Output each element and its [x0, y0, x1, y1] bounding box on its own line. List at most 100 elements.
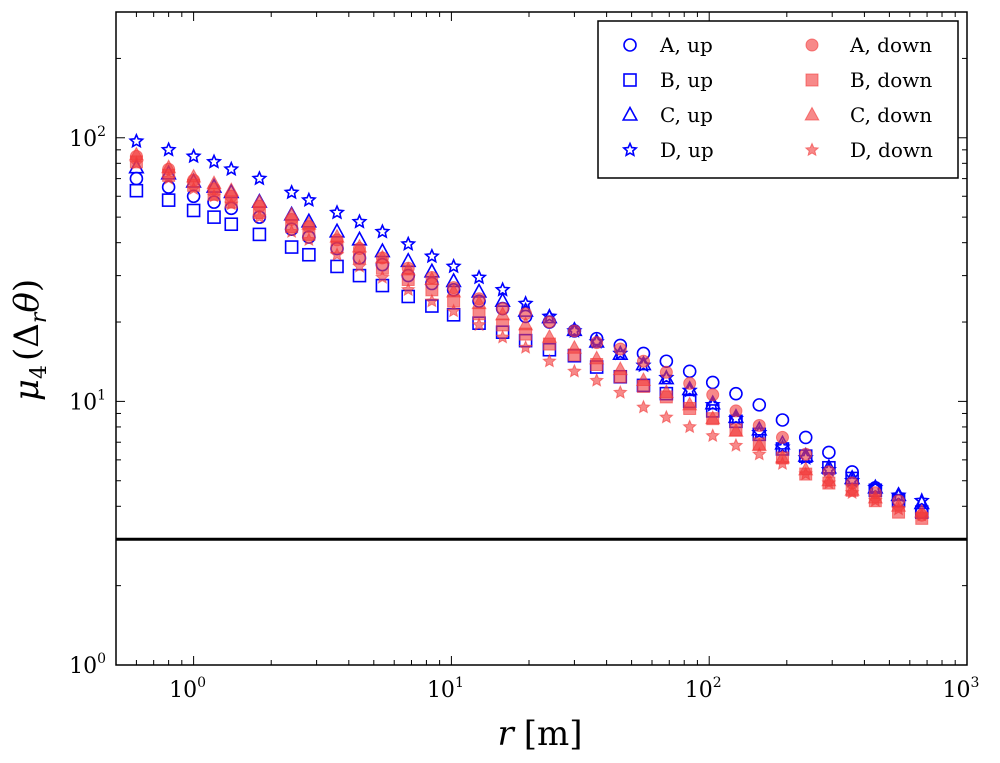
data-point: [705, 428, 721, 443]
y-axis-argsub: r: [27, 311, 52, 323]
data-point: [283, 183, 300, 200]
data-point: [844, 485, 860, 500]
data-point: [424, 293, 440, 308]
legend-label-c-up: C, up: [660, 103, 713, 127]
data-point: [207, 210, 221, 224]
data-point: [251, 170, 268, 186]
legend-label-d-up: D, up: [660, 138, 714, 162]
data-point: [775, 455, 790, 471]
data-point: [658, 384, 674, 399]
data-point: [682, 364, 697, 379]
data-point: [129, 183, 144, 198]
legend-label-a-down: A, down: [849, 33, 932, 57]
data-point: [683, 376, 697, 390]
data-point: [160, 141, 177, 157]
data-point: [283, 206, 300, 221]
series-layer: [128, 132, 930, 525]
data-point: [612, 384, 628, 399]
y-tick-label: 100: [69, 651, 106, 679]
y-axis-mu: μ: [7, 379, 47, 401]
data-point: [284, 224, 299, 239]
data-point: [494, 281, 511, 297]
legend-label-a-up: A, up: [659, 33, 713, 57]
data-point: [223, 182, 239, 197]
data-point: [566, 339, 583, 354]
data-point: [706, 388, 720, 402]
data-point: [496, 318, 510, 332]
data-point: [495, 329, 510, 344]
data-point: [775, 413, 790, 427]
data-point: [445, 257, 462, 274]
data-point: [186, 203, 201, 218]
data-point: [206, 175, 222, 190]
data-point: [541, 328, 558, 343]
data-point: [375, 278, 390, 293]
legend-label-b-up: B, up: [660, 68, 713, 92]
data-point: [252, 227, 267, 242]
data-point: [161, 170, 176, 185]
data-point: [728, 437, 744, 452]
data-point: [704, 396, 721, 412]
y-axis-label: μ4 (Δrθ): [7, 279, 52, 401]
data-point: [302, 247, 316, 262]
data-point: [822, 445, 836, 460]
data-point: [659, 365, 673, 379]
data-point: [251, 193, 268, 208]
data-point: [129, 171, 144, 186]
legend-marker: [804, 142, 820, 157]
data-point: [729, 404, 743, 418]
data-point: [128, 132, 145, 149]
data-point: [682, 396, 698, 411]
data-point: [636, 354, 650, 368]
data-point: [351, 213, 368, 229]
data-point: [612, 361, 628, 376]
data-point: [518, 339, 533, 354]
data-point: [352, 258, 367, 273]
data-point: [542, 353, 557, 368]
data-point: [613, 342, 627, 356]
data-point: [471, 317, 487, 332]
data-point: [752, 398, 767, 412]
data-point: [186, 181, 201, 196]
data-point: [517, 295, 534, 311]
data-point: [223, 160, 240, 177]
data-point: [727, 410, 745, 426]
legend-marker: [621, 105, 639, 121]
y-axis-close: ): [7, 279, 47, 292]
legend-marker: [623, 73, 637, 87]
data-point: [567, 324, 581, 338]
x-axis-label: r [m]: [497, 714, 582, 754]
data-point: [329, 228, 345, 243]
data-point: [161, 180, 176, 194]
legend-marker: [804, 106, 820, 121]
data-point: [161, 193, 176, 207]
axis-layer: 100 101 102 103 100 101 102: [69, 11, 979, 703]
data-point: [775, 430, 789, 444]
plot-frame: [115, 11, 968, 666]
data-point: [705, 410, 721, 425]
data-point: [284, 240, 299, 254]
data-point: [821, 475, 837, 490]
data-point: [424, 270, 440, 285]
y-tick-label: 101: [69, 387, 106, 415]
data-point: [400, 282, 416, 297]
data-point: [728, 422, 744, 437]
data-point: [351, 238, 368, 253]
legend-box: [597, 20, 959, 179]
data-point: [567, 363, 582, 378]
data-point: [659, 354, 674, 369]
data-point: [914, 507, 930, 522]
data-point: [375, 269, 390, 284]
data-point: [129, 155, 144, 170]
y-axis-theta: θ: [7, 292, 47, 312]
data-point: [517, 316, 534, 331]
data-point: [798, 430, 813, 445]
data-point: [752, 419, 766, 433]
data-point: [400, 235, 417, 252]
data-point: [252, 209, 267, 224]
data-point: [470, 269, 488, 285]
legend-marker: [621, 141, 639, 157]
legend-markers: [621, 38, 820, 157]
data-point: [751, 446, 767, 461]
data-point: [681, 381, 698, 398]
